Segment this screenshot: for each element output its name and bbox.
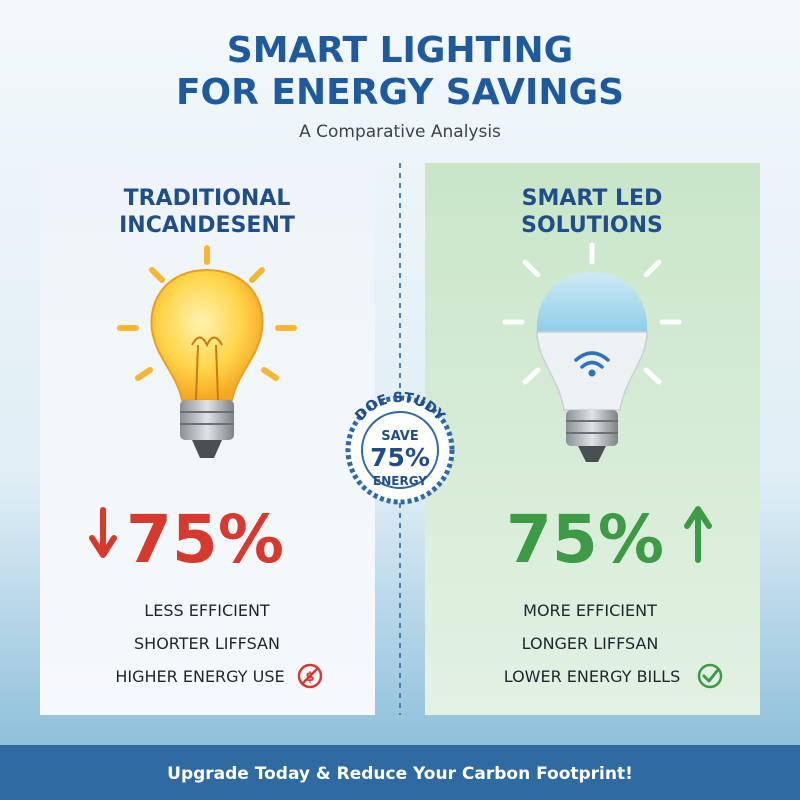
stat-value: 75% xyxy=(126,501,284,578)
panel-title: SOLUTIONS xyxy=(521,213,663,238)
panel-title: INCANDESENT xyxy=(119,213,295,238)
svg-text:$: $ xyxy=(305,670,314,685)
feature: LESS EFFICIENT xyxy=(144,601,270,620)
feature: HIGHER ENERGY USE xyxy=(115,667,284,686)
feature: MORE EFFICIENT xyxy=(523,601,657,620)
feature: SHORTER LIFFSAN xyxy=(134,634,280,653)
badge-value: 75% xyxy=(370,443,430,472)
badge-text: ENERGY xyxy=(373,474,427,488)
up-arrow xyxy=(684,506,712,563)
incandescent-bulb xyxy=(117,245,297,458)
panel-title: SMART LED xyxy=(522,186,663,211)
down-arrow xyxy=(89,507,117,558)
stat-value: 75% xyxy=(506,501,664,578)
title: FOR ENERGY SAVINGS xyxy=(176,72,624,113)
feature: LOWER ENERGY BILLS xyxy=(504,667,681,686)
title: SMART LIGHTING xyxy=(227,30,573,71)
no-money-icon: $ xyxy=(297,663,323,689)
feature: LONGER LIFFSAN xyxy=(522,634,659,653)
panel-title: TRADITIONAL xyxy=(124,186,291,211)
footer-text: Upgrade Today & Reduce Your Carbon Footp… xyxy=(167,764,633,784)
badge-text: SAVE xyxy=(381,429,418,444)
led-bulb xyxy=(502,242,682,462)
check-icon xyxy=(697,663,723,689)
footer-bar xyxy=(0,745,800,800)
subtitle: A Comparative Analysis xyxy=(299,122,501,142)
